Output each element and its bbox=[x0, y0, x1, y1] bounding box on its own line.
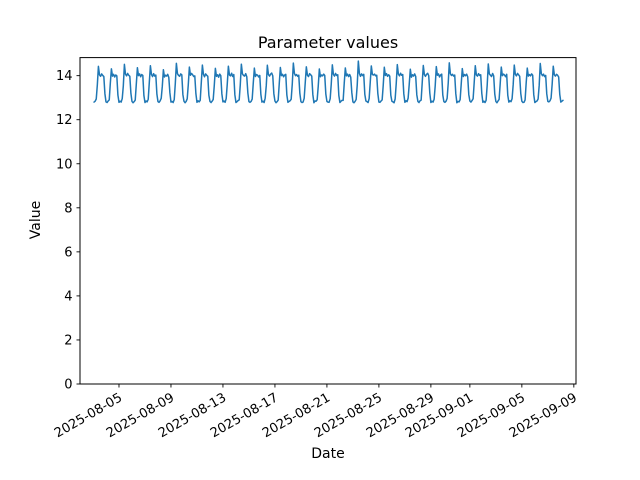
y-tick-label: 0 bbox=[64, 378, 72, 393]
y-tick-label: 4 bbox=[64, 289, 72, 304]
x-axis-label: Date bbox=[311, 446, 345, 462]
y-tick-label: 8 bbox=[64, 201, 72, 216]
y-tick-label: 2 bbox=[64, 333, 72, 348]
chart-title: Parameter values bbox=[257, 33, 399, 52]
line-series bbox=[93, 60, 564, 104]
axes-frame bbox=[79, 57, 577, 385]
y-tick-label: 6 bbox=[64, 245, 72, 260]
y-tick-label: 10 bbox=[56, 157, 73, 172]
y-tick-label: 14 bbox=[56, 69, 73, 84]
y-axis-label: Value bbox=[28, 200, 44, 240]
y-tick-label: 12 bbox=[56, 113, 73, 128]
